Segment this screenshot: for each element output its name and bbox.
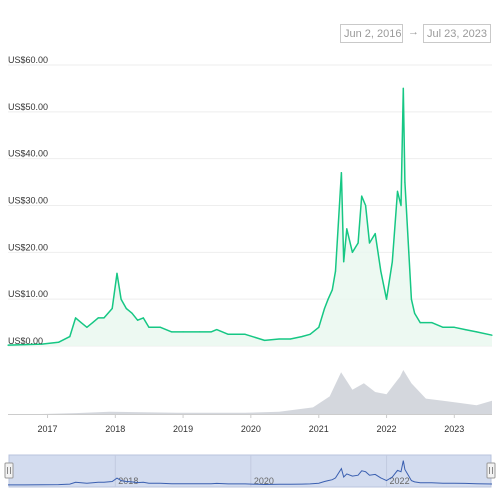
price-point: [323, 307, 326, 310]
price-point: [289, 338, 291, 340]
x-tick-label: 2019: [173, 424, 193, 434]
price-point: [301, 336, 303, 338]
price-point: [244, 333, 246, 335]
price-point: [385, 298, 388, 300]
price-point: [442, 326, 444, 328]
price-point: [340, 172, 342, 174]
y-tick-label: US$10.00: [8, 289, 48, 299]
price-point: [24, 344, 26, 346]
price-point: [327, 298, 329, 300]
y-tick-label: US$20.00: [8, 242, 48, 252]
price-point: [309, 333, 311, 335]
price-point: [171, 331, 173, 333]
range-arrow-icon: →: [408, 26, 419, 38]
price-point: [69, 336, 71, 338]
x-tick-label: 2017: [38, 424, 58, 434]
price-point: [396, 190, 399, 192]
y-tick-label: US$60.00: [8, 55, 48, 65]
x-tick-label: 2021: [309, 424, 329, 434]
price-point: [351, 251, 353, 253]
price-point: [491, 334, 493, 336]
price-point: [159, 326, 161, 328]
price-point: [80, 322, 82, 324]
price-point: [57, 341, 60, 343]
grid-lines: [8, 64, 492, 347]
price-point: [264, 339, 266, 341]
navigator-tick-label: 2020: [254, 476, 274, 486]
price-point: [368, 242, 371, 244]
price-point: [210, 331, 212, 333]
price-point: [414, 312, 416, 314]
price-point: [331, 289, 333, 291]
price-point: [334, 270, 337, 272]
price-point: [346, 228, 348, 230]
price-point: [365, 204, 367, 207]
price-point: [227, 333, 229, 335]
price-point: [361, 195, 363, 197]
navigator-tick-label: 2022: [390, 476, 410, 486]
range-start-input[interactable]: Jun 2, 2016: [340, 24, 403, 43]
y-tick-label: US$40.00: [8, 149, 48, 159]
price-point: [103, 317, 105, 319]
price-point: [380, 270, 382, 272]
y-tick-label: US$30.00: [8, 196, 48, 206]
price-point: [400, 204, 402, 207]
price-point: [278, 338, 280, 340]
volume-area: [8, 370, 492, 414]
range-end-input[interactable]: Jul 23, 2023: [423, 24, 491, 43]
price-point: [374, 233, 376, 235]
x-tick-label: 2018: [105, 424, 125, 434]
price-area: [8, 88, 492, 347]
price-point: [41, 343, 43, 345]
price-point: [125, 307, 127, 310]
price-series-layer: [7, 87, 493, 347]
price-point: [453, 326, 455, 328]
price-point: [419, 322, 421, 324]
x-tick-label: 2020: [241, 424, 261, 434]
price-point: [137, 319, 139, 321]
price-point: [182, 331, 184, 333]
price-point: [410, 298, 412, 300]
price-point: [199, 331, 201, 333]
y-axis-labels: US$0.00 US$10.00 US$20.00 US$30.00 US$40.00 U…: [8, 55, 48, 346]
price-point: [75, 317, 77, 319]
price-point: [404, 181, 406, 183]
price-point: [318, 326, 320, 328]
price-point: [116, 272, 118, 274]
price-point: [7, 344, 9, 346]
price-point: [408, 251, 410, 253]
price-point: [343, 261, 345, 263]
price-point: [97, 317, 99, 319]
y-tick-label: US$50.00: [8, 102, 48, 112]
price-point: [476, 331, 478, 333]
price-point: [402, 87, 404, 89]
y-tick-label: US$0.00: [8, 336, 43, 346]
price-line: [7, 87, 493, 346]
price-point: [391, 261, 393, 263]
navigator-left-handle[interactable]: [4, 462, 14, 479]
price-point: [131, 312, 133, 314]
price-point: [148, 326, 150, 328]
navigator-tick-label: 2018: [118, 476, 138, 486]
x-axis: 2017 2018 2019 2020 2021 2022 2023: [8, 414, 492, 434]
navigator[interactable]: 2018 2020 2022: [4, 454, 496, 488]
price-point: [120, 298, 122, 300]
price-point: [142, 317, 144, 319]
price-point: [464, 329, 466, 331]
price-point: [92, 322, 94, 324]
x-tick-label: 2023: [444, 424, 464, 434]
price-point: [86, 326, 88, 328]
navigator-right-handle[interactable]: [486, 462, 496, 479]
price-point: [431, 322, 433, 324]
navigator-window[interactable]: [8, 454, 492, 488]
navigator-series: [8, 460, 493, 486]
price-point: [111, 307, 113, 310]
price-point: [357, 242, 359, 244]
volume-series: [8, 370, 492, 414]
price-point: [216, 329, 218, 331]
x-tick-label: 2022: [377, 424, 397, 434]
